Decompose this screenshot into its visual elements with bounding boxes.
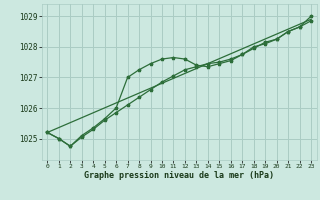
X-axis label: Graphe pression niveau de la mer (hPa): Graphe pression niveau de la mer (hPa)	[84, 171, 274, 180]
